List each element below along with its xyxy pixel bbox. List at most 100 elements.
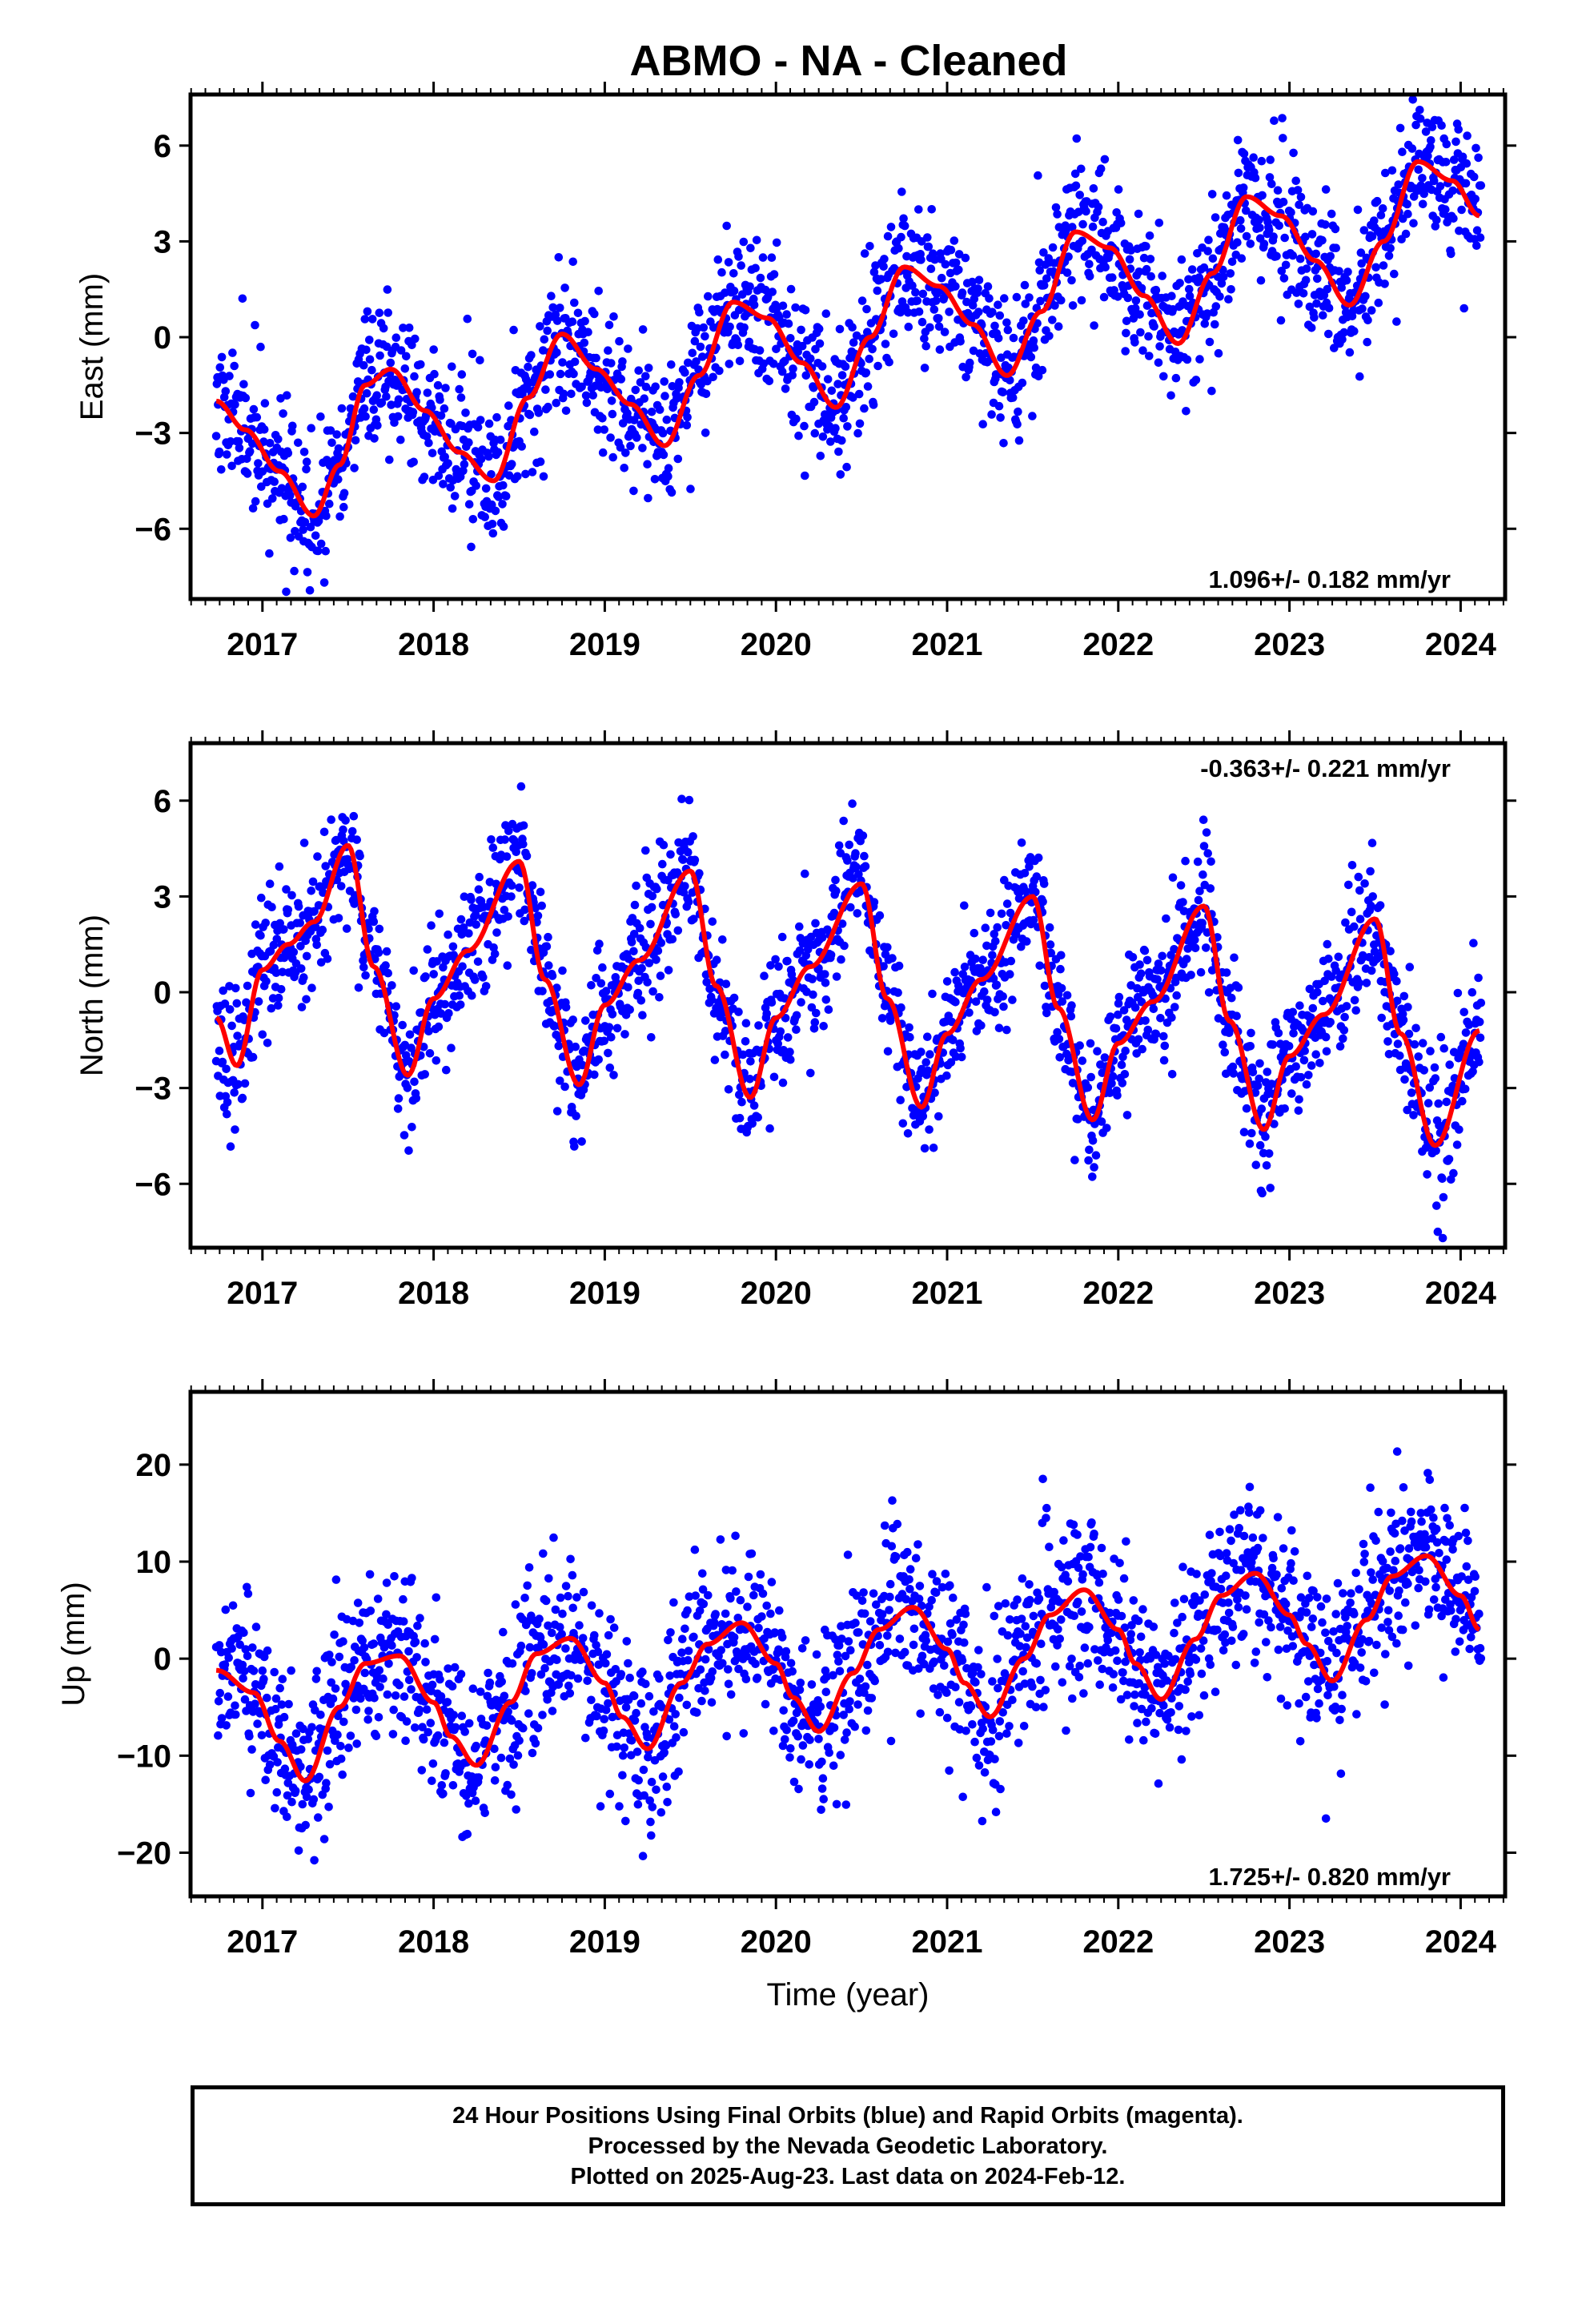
up-point-308 bbox=[411, 1723, 420, 1732]
east-point-1468 bbox=[1182, 355, 1192, 364]
east-point-962 bbox=[849, 338, 858, 348]
north-point-1492 bbox=[1191, 935, 1199, 944]
north-point-1592 bbox=[1255, 1059, 1264, 1068]
east-point-1077 bbox=[924, 242, 934, 251]
north-point-165 bbox=[319, 827, 329, 837]
north-point-870 bbox=[783, 1033, 793, 1042]
north-point-1166 bbox=[978, 955, 987, 964]
north-point-1504 bbox=[1198, 919, 1207, 927]
up-point-852 bbox=[767, 1578, 777, 1586]
east-point-686 bbox=[664, 464, 673, 472]
east-point-884 bbox=[797, 341, 807, 351]
up-point-27 bbox=[231, 1701, 239, 1711]
north-point-1268 bbox=[1046, 940, 1055, 949]
east-point-1216 bbox=[1014, 436, 1024, 445]
up-point-657 bbox=[639, 1765, 648, 1775]
north-point-1691 bbox=[1319, 996, 1327, 1006]
up-point-28 bbox=[231, 1710, 240, 1719]
east-point-788 bbox=[733, 340, 743, 350]
north-point-374 bbox=[459, 923, 468, 932]
east-point-814 bbox=[749, 300, 759, 310]
north-point-677 bbox=[656, 971, 665, 980]
east-point-248 bbox=[373, 421, 382, 430]
up-point-501 bbox=[535, 1614, 544, 1623]
up-point-757 bbox=[704, 1590, 713, 1600]
north-point-862 bbox=[778, 1078, 788, 1088]
up-point-588 bbox=[592, 1641, 600, 1650]
east-point-439 bbox=[499, 522, 508, 531]
north-point-1035 bbox=[893, 988, 902, 997]
north-point-1713 bbox=[1334, 952, 1343, 962]
north-point-467 bbox=[520, 905, 529, 915]
east-point-1795 bbox=[1398, 147, 1407, 156]
up-point-792 bbox=[726, 1594, 735, 1603]
up-point-296 bbox=[402, 1717, 412, 1726]
east-point-28 bbox=[231, 400, 239, 409]
north-point-639 bbox=[632, 881, 640, 891]
north-point-260 bbox=[383, 968, 393, 978]
up-point-78 bbox=[263, 1693, 271, 1703]
north-point-757 bbox=[708, 917, 717, 927]
north-point-1013 bbox=[879, 962, 888, 971]
north-point-1622 bbox=[1274, 1028, 1283, 1038]
north-point-447 bbox=[507, 881, 516, 890]
east-point-645 bbox=[638, 444, 647, 452]
north-point-1368 bbox=[1111, 1024, 1121, 1033]
up-point-152 bbox=[311, 1706, 319, 1715]
east-point-1066 bbox=[917, 255, 926, 264]
east-point-342 bbox=[434, 471, 444, 480]
up-point-608 bbox=[605, 1789, 615, 1799]
north-point-1305 bbox=[1070, 1156, 1079, 1164]
up-point-320 bbox=[418, 1723, 427, 1731]
east-point-235 bbox=[365, 336, 374, 344]
east-point-541 bbox=[568, 317, 577, 327]
north-point-1596 bbox=[1258, 1188, 1267, 1198]
east-point-1466 bbox=[1182, 407, 1191, 416]
up-point-252 bbox=[373, 1594, 383, 1603]
up-point-130 bbox=[296, 1762, 305, 1771]
up-point-367 bbox=[448, 1781, 458, 1790]
north-point-443 bbox=[504, 912, 512, 921]
east-point-543 bbox=[569, 369, 578, 379]
north-point-137 bbox=[302, 995, 311, 1004]
east-point-947 bbox=[839, 413, 848, 423]
east-point-27 bbox=[230, 361, 239, 371]
up-point-246 bbox=[370, 1694, 379, 1703]
north-point-1235 bbox=[1025, 862, 1034, 871]
north-point-922 bbox=[817, 933, 827, 943]
east-point-648 bbox=[640, 394, 648, 404]
north-point-403 bbox=[479, 973, 488, 982]
up-point-655 bbox=[638, 1667, 647, 1676]
up-point-478 bbox=[520, 1594, 529, 1602]
north-point-1084 bbox=[926, 1050, 934, 1059]
east-point-1257 bbox=[1042, 274, 1051, 283]
east-point-498 bbox=[539, 472, 548, 481]
up-point-897 bbox=[796, 1679, 805, 1687]
east-point-828 bbox=[758, 253, 768, 262]
east-point-14 bbox=[221, 387, 231, 396]
east-point-383 bbox=[463, 314, 472, 324]
east-point-1390 bbox=[1130, 304, 1140, 313]
north-point-927 bbox=[821, 995, 831, 1004]
east-point-1322 bbox=[1085, 271, 1094, 281]
east-point-332 bbox=[428, 448, 437, 458]
up-point-456 bbox=[507, 1790, 516, 1799]
north-point-80 bbox=[265, 879, 275, 888]
east-point-20 bbox=[225, 372, 234, 380]
east-point-1353 bbox=[1108, 273, 1117, 282]
north-point-844 bbox=[767, 998, 777, 1007]
up-point-1032 bbox=[888, 1496, 897, 1505]
up-point-1028 bbox=[885, 1592, 894, 1602]
north-point-695 bbox=[668, 935, 677, 944]
north-point-728 bbox=[689, 832, 697, 841]
east-point-869 bbox=[786, 284, 796, 294]
north-point-975 bbox=[853, 909, 862, 918]
up-point-747 bbox=[697, 1696, 706, 1706]
east-point-323 bbox=[422, 432, 432, 441]
north-point-1360 bbox=[1106, 1012, 1115, 1021]
north-ytick-label-3: 3 bbox=[154, 879, 171, 915]
north-point-425 bbox=[492, 928, 501, 937]
east-point-1679 bbox=[1321, 185, 1331, 194]
north-point-170 bbox=[323, 955, 332, 963]
up-point-41 bbox=[239, 1628, 248, 1638]
